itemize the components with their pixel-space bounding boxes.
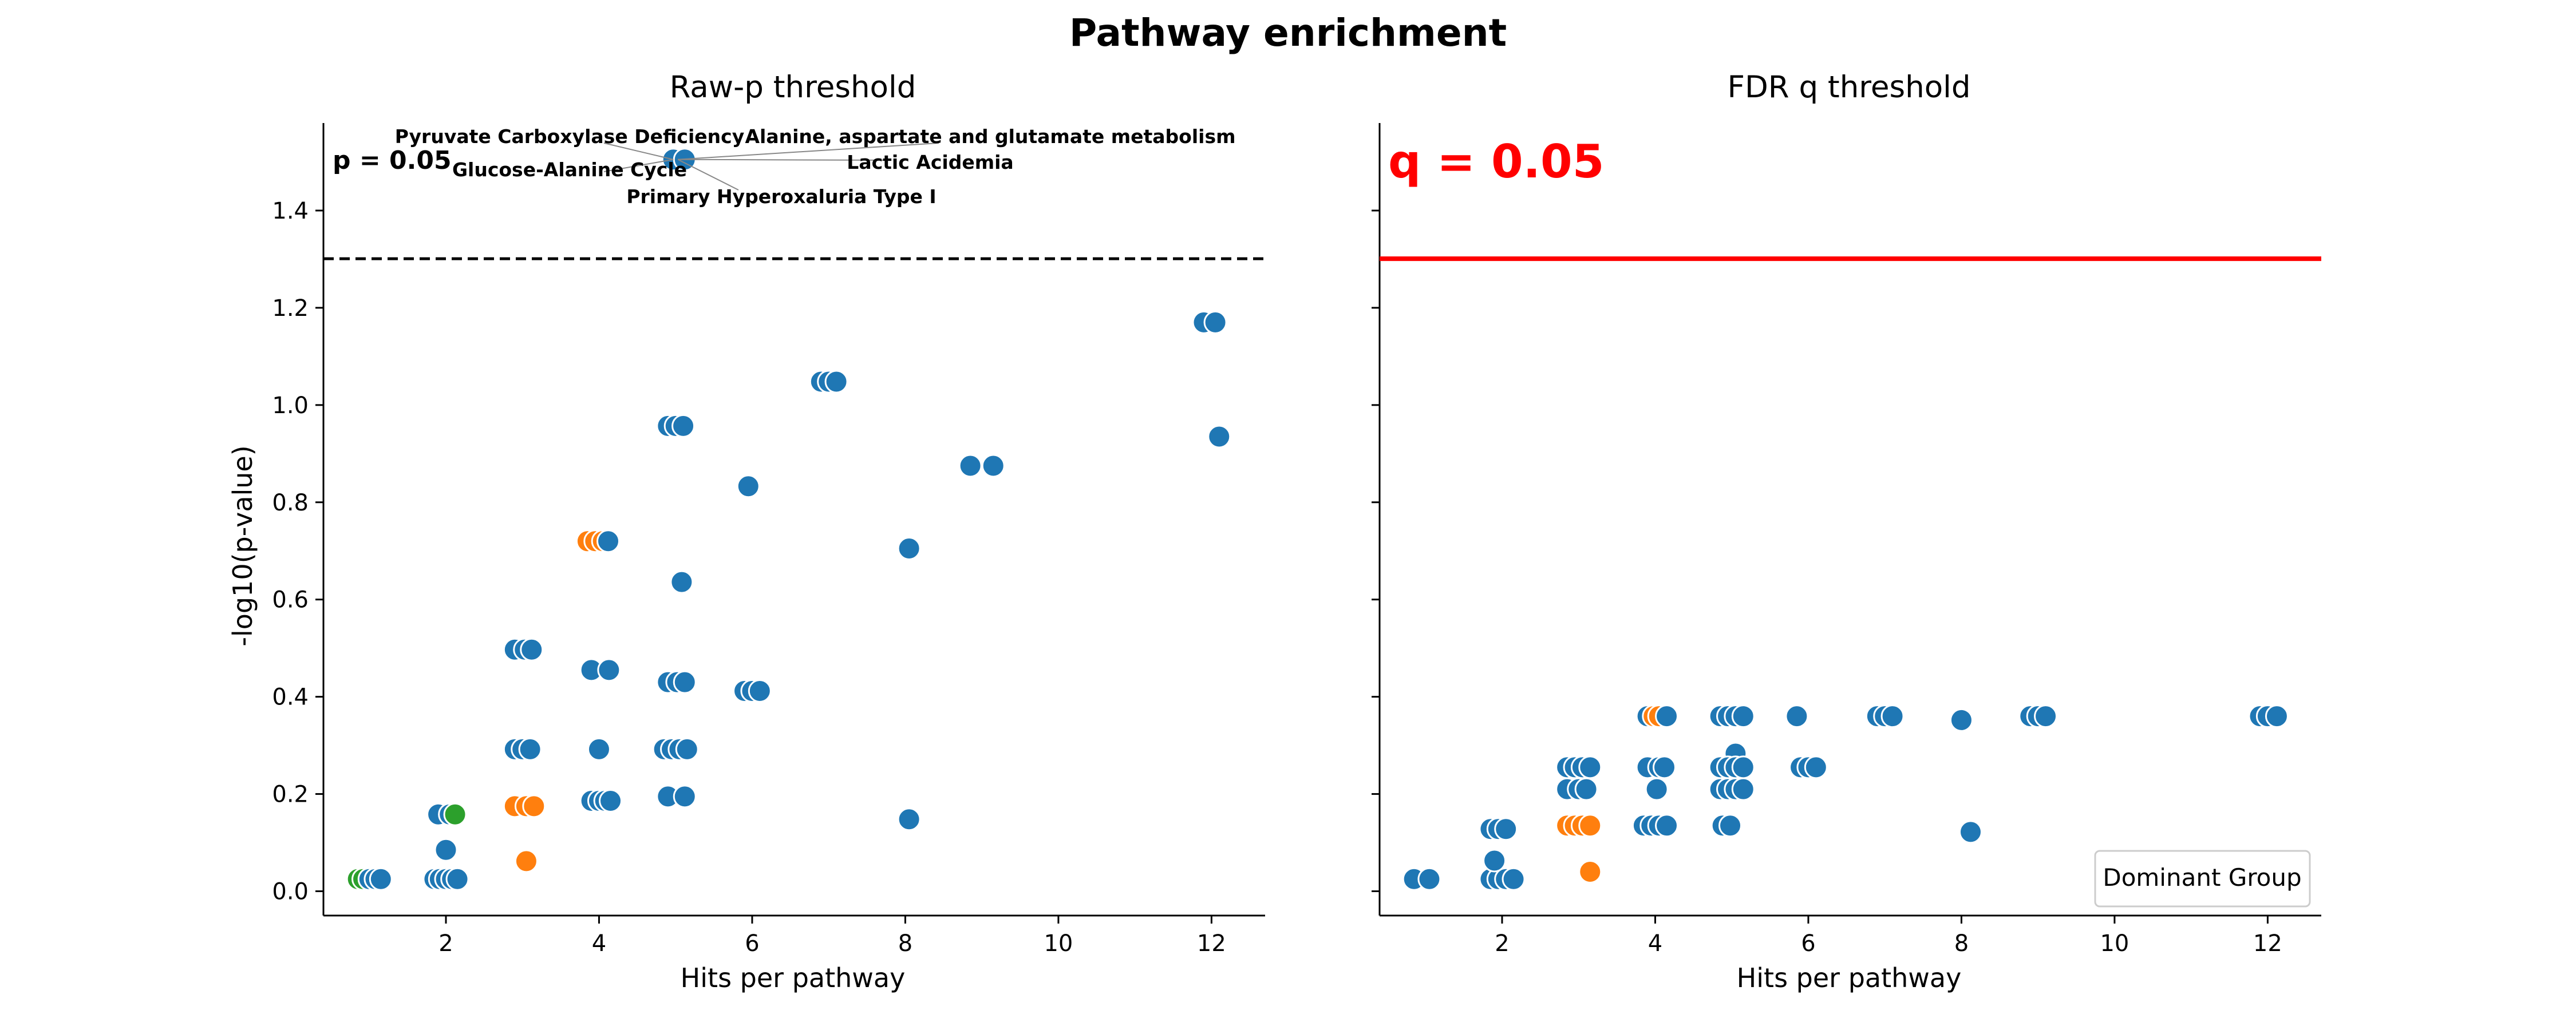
data-point-raw-p — [748, 679, 772, 703]
data-point-fdr-q — [1483, 849, 1507, 873]
legend: Dominant Group — [2094, 850, 2311, 908]
data-point-fdr-q — [1949, 708, 1973, 732]
data-point-raw-p — [518, 737, 542, 761]
data-point-raw-p — [596, 529, 621, 553]
data-point-raw-p — [897, 807, 921, 831]
data-point-fdr-q — [1804, 755, 1828, 779]
figure-title: Pathway enrichment — [1069, 11, 1507, 55]
data-point-fdr-q — [1958, 820, 1982, 844]
annotation-connector — [603, 142, 674, 160]
y-tick-label-raw-p: 0.6 — [272, 587, 309, 613]
data-point-raw-p — [824, 370, 848, 394]
y-tick-label-raw-p: 0.0 — [272, 879, 309, 905]
data-point-raw-p — [670, 570, 694, 594]
data-point-fdr-q — [1718, 814, 1743, 838]
data-point-fdr-q — [2034, 704, 2058, 728]
y-tick-label-raw-p: 0.8 — [272, 490, 309, 516]
data-point-fdr-q — [1502, 867, 1526, 891]
data-point-raw-p — [897, 536, 921, 560]
annotation-label: Lactic Acidemia — [847, 151, 1013, 173]
data-point-raw-p — [587, 737, 611, 761]
data-point-fdr-q — [1731, 755, 1755, 779]
x-tick-label-raw-p: 6 — [745, 930, 759, 957]
data-point-fdr-q — [1494, 817, 1518, 841]
data-point-raw-p — [520, 637, 544, 661]
x-tick-label-fdr-q: 6 — [1801, 930, 1815, 957]
data-point-fdr-q — [1645, 777, 1669, 801]
data-point-raw-p — [514, 849, 538, 873]
data-point-raw-p — [673, 670, 697, 694]
annotation-connector — [678, 142, 939, 160]
data-point-raw-p — [599, 789, 623, 813]
data-point-fdr-q — [1880, 704, 1905, 728]
y-tick-label-raw-p: 1.2 — [272, 295, 309, 322]
x-axis-label-fdr-q: Hits per pathway — [1737, 962, 1962, 993]
threshold-label-fdr-q: q = 0.05 — [1388, 135, 1604, 188]
data-point-raw-p — [522, 794, 546, 818]
x-tick-label-raw-p: 12 — [1197, 930, 1226, 957]
data-point-fdr-q — [1574, 777, 1598, 801]
data-point-fdr-q — [1578, 755, 1602, 779]
x-tick-label-raw-p: 10 — [1044, 930, 1073, 957]
data-point-fdr-q — [2265, 704, 2289, 728]
data-point-raw-p — [736, 474, 760, 498]
data-point-fdr-q — [1785, 704, 1809, 728]
data-point-raw-p — [443, 802, 467, 826]
threshold-label-raw-p: p = 0.05 — [333, 146, 452, 175]
y-tick-label-raw-p: 0.2 — [272, 782, 309, 808]
data-point-fdr-q — [1653, 755, 1677, 779]
data-point-raw-p — [981, 454, 1005, 478]
data-point-raw-p — [1207, 425, 1231, 449]
y-tick-label-raw-p: 1.4 — [272, 198, 309, 224]
y-tick-label-raw-p: 1.0 — [272, 393, 309, 419]
annotation-label: Primary Hyperoxaluria Type I — [626, 185, 936, 208]
x-tick-label-fdr-q: 2 — [1495, 930, 1509, 957]
legend-title: Dominant Group — [2103, 863, 2301, 892]
data-point-fdr-q — [1655, 814, 1679, 838]
x-tick-label-fdr-q: 12 — [2253, 930, 2282, 957]
x-axis-label-raw-p: Hits per pathway — [681, 962, 906, 993]
x-tick-label-fdr-q: 4 — [1648, 930, 1662, 957]
x-tick-label-raw-p: 4 — [592, 930, 606, 957]
x-tick-label-fdr-q: 10 — [2100, 930, 2129, 957]
data-point-raw-p — [675, 737, 699, 761]
data-point-fdr-q — [1731, 704, 1755, 728]
y-axis-label-raw-p: -log10(p-value) — [227, 445, 258, 646]
annotation-label: Pyruvate Carboxylase Deficiency — [395, 125, 745, 148]
data-point-raw-p — [671, 414, 696, 438]
data-point-raw-p — [958, 454, 982, 478]
data-point-fdr-q — [1655, 704, 1679, 728]
legend-frame — [2094, 850, 2311, 908]
data-point-raw-p — [673, 785, 697, 809]
data-point-raw-p — [597, 658, 621, 682]
data-point-fdr-q — [1578, 860, 1602, 884]
raw-p-panel: Raw-p threshold Hits per pathway -log10(… — [227, 70, 1265, 993]
data-point-fdr-q — [1731, 777, 1755, 801]
annotation-label: Glucose-Alanine Cycle — [452, 159, 687, 181]
data-point-fdr-q — [1578, 814, 1602, 838]
panel-title-fdr-q: FDR q threshold — [1727, 70, 1970, 105]
data-point-fdr-q — [1417, 867, 1441, 891]
x-tick-label-raw-p: 8 — [898, 930, 912, 957]
data-point-raw-p — [369, 867, 393, 891]
annotation-connector — [603, 159, 674, 172]
data-point-raw-p — [434, 838, 458, 862]
panel-title-raw-p: Raw-p threshold — [670, 70, 916, 105]
annotation-connector — [677, 159, 739, 191]
x-tick-label-raw-p: 2 — [438, 930, 453, 957]
data-point-raw-p — [445, 867, 469, 891]
annotation-label: Alanine, aspartate and glutamate metabol… — [745, 125, 1236, 148]
fdr-q-panel: FDR q threshold Hits per pathway 2 4 6 8 10 1… — [1372, 70, 2321, 993]
y-tick-label-raw-p: 0.4 — [272, 684, 309, 711]
data-point-raw-p — [1203, 310, 1227, 334]
x-tick-label-fdr-q: 8 — [1954, 930, 1969, 957]
